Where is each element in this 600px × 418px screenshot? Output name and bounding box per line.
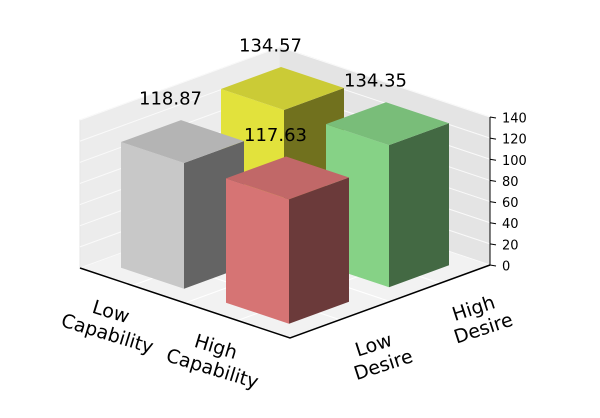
bar-top — [221, 67, 344, 110]
z-tick-label: 100 — [502, 154, 527, 169]
axis-category-label: High Capability — [164, 323, 268, 393]
value-label: 134.57 — [239, 35, 302, 56]
value-label: 117.63 — [244, 125, 307, 146]
x-y-axis — [79, 264, 491, 339]
z-tick — [489, 137, 497, 140]
z-tick-label: 20 — [502, 238, 519, 253]
value-label: 118.87 — [139, 89, 202, 110]
z-tick-label: 140 — [502, 112, 527, 127]
z-tick — [489, 116, 497, 119]
z-tick-label: 40 — [502, 217, 519, 232]
z-tick — [489, 201, 497, 204]
bar-front — [121, 142, 184, 289]
bar-side — [289, 177, 349, 324]
z-tick-label: 60 — [502, 196, 519, 211]
axis-category-label: Low Desire — [344, 324, 415, 385]
bar-side — [389, 123, 449, 288]
grid-line — [79, 46, 491, 121]
z-tick-label: 0 — [502, 260, 510, 275]
bar-top — [326, 102, 449, 146]
z-tick — [489, 179, 497, 182]
z-tick — [489, 158, 497, 161]
bar-top — [121, 120, 244, 164]
bar-top — [226, 156, 349, 200]
bar-front — [226, 178, 289, 324]
z-tick — [489, 222, 497, 225]
value-label: 134.35 — [344, 71, 407, 92]
z-tick-label: 80 — [502, 175, 519, 190]
z-tick — [489, 243, 497, 246]
axis-category-label: High Desire — [444, 287, 515, 348]
z-tick — [489, 264, 497, 267]
z-tick-label: 120 — [502, 133, 527, 148]
axis-category-label: Low Capability — [59, 288, 163, 358]
